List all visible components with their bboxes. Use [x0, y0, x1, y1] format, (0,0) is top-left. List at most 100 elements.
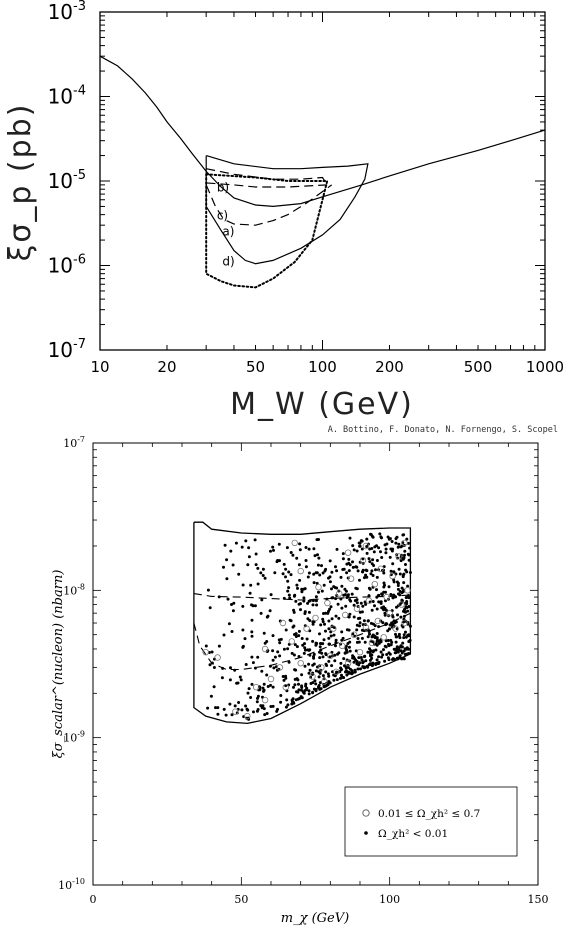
filled-dot — [307, 692, 311, 696]
filled-dot — [275, 560, 279, 564]
filled-dot — [276, 650, 280, 654]
filled-dot — [314, 682, 318, 686]
open-circle — [324, 599, 331, 607]
legend-box — [344, 786, 518, 857]
filled-dot — [321, 642, 325, 646]
filled-dot — [294, 635, 298, 638]
filled-dot — [250, 634, 254, 638]
filled-dot — [320, 564, 323, 568]
filled-dot — [383, 607, 387, 610]
open-circle — [365, 597, 373, 604]
filled-dot — [371, 574, 375, 577]
filled-dot — [318, 573, 322, 577]
filled-dot — [271, 685, 275, 689]
filled-dot — [318, 645, 322, 649]
filled-dot — [228, 678, 232, 682]
filled-dot — [377, 655, 381, 659]
open-circle — [288, 638, 295, 645]
filled-dot — [318, 671, 322, 675]
filled-dot — [271, 545, 275, 549]
filled-dot — [402, 633, 406, 637]
filled-dot — [271, 649, 275, 653]
filled-dot — [304, 546, 308, 549]
bottom-ticks — [92, 443, 539, 886]
filled-dot — [233, 668, 237, 672]
filled-dot — [217, 644, 221, 648]
filled-dot — [405, 537, 409, 541]
filled-dot — [402, 609, 405, 613]
filled-dot — [408, 624, 412, 628]
filled-dot — [359, 656, 363, 659]
filled-dot — [214, 706, 217, 710]
filled-dot — [276, 707, 279, 711]
filled-dot — [322, 583, 326, 587]
filled-dot — [284, 628, 288, 632]
filled-dot — [341, 568, 345, 571]
filled-dot — [405, 595, 409, 599]
filled-dot — [306, 648, 310, 652]
filled-dot — [314, 595, 318, 599]
filled-dot — [317, 556, 321, 560]
filled-dot — [315, 642, 319, 645]
filled-dot — [314, 571, 318, 575]
filled-dot — [315, 603, 319, 607]
filled-dot — [279, 694, 283, 697]
filled-dot — [341, 557, 345, 561]
top-x-tick-label: 200 — [375, 358, 404, 376]
filled-dot — [231, 563, 235, 567]
filled-dot — [241, 628, 245, 632]
filled-dot — [240, 545, 244, 549]
filled-dot — [324, 670, 328, 674]
filled-dot — [398, 655, 402, 659]
bottom-y-tick-label: 10-9 — [63, 730, 85, 745]
filled-dot — [390, 622, 393, 626]
filled-dot — [398, 589, 402, 593]
filled-dot — [278, 654, 282, 658]
filled-dot — [328, 559, 332, 563]
filled-dot — [256, 566, 260, 570]
filled-dot — [324, 662, 328, 666]
filled-dot — [323, 569, 327, 573]
filled-dot — [262, 689, 265, 693]
filled-dot — [402, 636, 406, 640]
filled-dot — [383, 644, 387, 648]
filled-dot — [332, 633, 336, 637]
filled-dot — [390, 540, 394, 543]
open-circle — [398, 601, 405, 608]
filled-dot — [389, 569, 393, 573]
filled-dot — [292, 624, 296, 628]
open-circle — [347, 575, 355, 582]
filled-dot — [298, 542, 302, 546]
open-circle — [282, 684, 289, 691]
filled-dot — [371, 661, 375, 665]
filled-dot — [391, 596, 395, 600]
filled-dot — [238, 675, 242, 679]
filled-dot — [309, 682, 313, 685]
bottom-y-tick-labels: 10-10 10-9 10-8 10-7 — [58, 435, 85, 892]
filled-dot — [383, 613, 387, 617]
filled-dot — [233, 704, 237, 708]
filled-dot — [303, 664, 307, 668]
bottom-x-tick-label: 50 — [234, 893, 248, 906]
top-x-tick-label: 20 — [157, 358, 176, 376]
filled-dot — [262, 631, 266, 635]
open-circle — [368, 639, 376, 647]
filled-dot — [386, 629, 390, 633]
filled-dot — [325, 683, 329, 687]
filled-dot — [407, 640, 411, 643]
filled-dot — [340, 584, 344, 588]
bottom-x-tick-label: 150 — [528, 893, 549, 906]
open-circle — [318, 664, 325, 671]
filled-dot — [255, 709, 259, 713]
filled-dot — [402, 614, 406, 618]
filled-dot — [388, 555, 392, 559]
filled-dot — [356, 637, 360, 640]
filled-dot — [334, 565, 337, 569]
filled-dot — [271, 658, 275, 662]
filled-dot — [261, 686, 265, 690]
filled-dot — [348, 563, 352, 567]
filled-dot — [351, 544, 355, 548]
filled-dot — [364, 573, 368, 577]
filled-dot — [296, 586, 299, 590]
top-curve-region-c — [205, 184, 333, 226]
